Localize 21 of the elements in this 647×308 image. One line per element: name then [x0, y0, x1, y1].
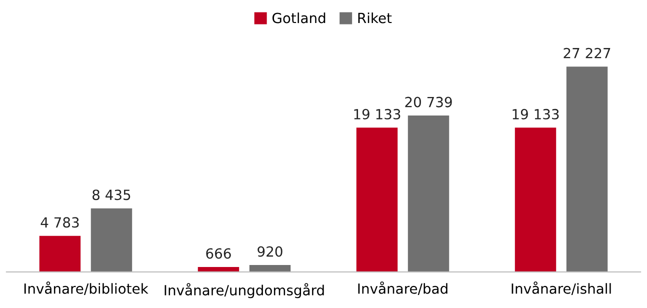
x-tick-label: Invånare/ishall [512, 281, 611, 295]
legend-label: Riket [358, 12, 392, 24]
x-tick-label: Invånare/bad [358, 281, 448, 295]
bar [514, 128, 556, 272]
data-label: 666 [206, 248, 231, 259]
bar [566, 66, 608, 272]
bar [90, 208, 132, 272]
x-tick-label: Invånare/ungdomsgård [164, 283, 324, 298]
data-label: 8 435 [92, 190, 130, 200]
bar [39, 236, 81, 272]
bar [356, 128, 398, 272]
data-label: 920 [258, 246, 282, 257]
x-tick-label: Invånare/bibliotek [24, 281, 148, 295]
data-label: 19 133 [512, 108, 559, 120]
data-label: 27 227 [564, 48, 610, 58]
legend-label: Gotland [272, 12, 326, 24]
bar [408, 116, 450, 272]
bar [249, 265, 291, 272]
data-label: 19 133 [354, 108, 400, 120]
data-label: 4 783 [40, 217, 79, 228]
data-label: 20 739 [405, 96, 452, 108]
